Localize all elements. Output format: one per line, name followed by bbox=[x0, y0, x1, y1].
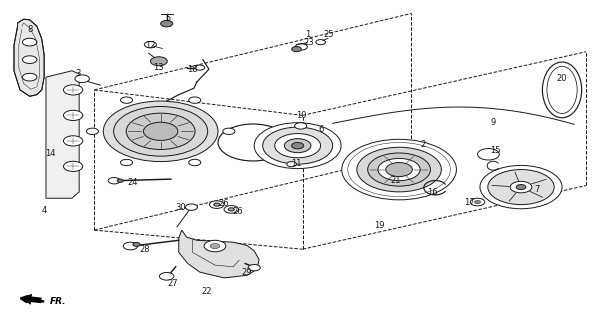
Circle shape bbox=[510, 181, 532, 193]
Text: 21: 21 bbox=[391, 176, 401, 185]
Text: 20: 20 bbox=[557, 74, 567, 83]
Text: 13: 13 bbox=[154, 63, 164, 72]
Circle shape bbox=[64, 136, 83, 146]
Circle shape bbox=[204, 240, 226, 252]
Circle shape bbox=[254, 123, 341, 169]
Circle shape bbox=[292, 47, 301, 52]
FancyArrowPatch shape bbox=[21, 296, 43, 302]
Circle shape bbox=[292, 142, 304, 149]
Circle shape bbox=[103, 101, 218, 162]
Text: 11: 11 bbox=[291, 159, 302, 168]
Circle shape bbox=[287, 162, 296, 167]
Circle shape bbox=[295, 123, 307, 129]
Circle shape bbox=[195, 65, 204, 70]
Text: 6: 6 bbox=[318, 125, 323, 134]
Circle shape bbox=[488, 170, 554, 204]
Circle shape bbox=[123, 242, 138, 250]
Circle shape bbox=[210, 244, 220, 249]
Circle shape bbox=[284, 139, 311, 153]
Text: 24: 24 bbox=[127, 178, 137, 187]
Text: 15: 15 bbox=[491, 146, 501, 155]
FancyArrowPatch shape bbox=[21, 294, 42, 305]
Circle shape bbox=[357, 147, 441, 192]
Text: 19: 19 bbox=[374, 221, 385, 230]
Circle shape bbox=[480, 165, 562, 209]
Circle shape bbox=[189, 159, 201, 166]
Text: 14: 14 bbox=[45, 149, 56, 158]
Text: 2: 2 bbox=[420, 140, 426, 148]
Text: 27: 27 bbox=[168, 279, 178, 288]
Circle shape bbox=[22, 73, 37, 81]
Circle shape bbox=[228, 208, 234, 211]
Circle shape bbox=[263, 127, 333, 164]
Text: 16: 16 bbox=[427, 188, 437, 197]
Circle shape bbox=[22, 38, 37, 46]
Circle shape bbox=[342, 139, 456, 200]
Circle shape bbox=[143, 122, 178, 140]
Text: FR.: FR. bbox=[50, 297, 67, 306]
Circle shape bbox=[108, 178, 120, 184]
Circle shape bbox=[474, 200, 480, 204]
Circle shape bbox=[218, 124, 288, 161]
Circle shape bbox=[117, 179, 123, 182]
Polygon shape bbox=[178, 230, 259, 278]
Text: 10: 10 bbox=[296, 111, 307, 120]
Circle shape bbox=[120, 97, 132, 103]
Circle shape bbox=[133, 243, 140, 246]
Circle shape bbox=[160, 272, 174, 280]
Circle shape bbox=[386, 163, 413, 177]
Circle shape bbox=[223, 128, 235, 134]
Text: 8: 8 bbox=[27, 25, 32, 34]
Text: 5: 5 bbox=[166, 14, 171, 23]
Circle shape bbox=[185, 204, 197, 210]
Text: 26: 26 bbox=[232, 207, 243, 216]
Text: 29: 29 bbox=[242, 268, 252, 277]
Circle shape bbox=[516, 185, 526, 190]
Circle shape bbox=[348, 142, 450, 197]
Circle shape bbox=[275, 133, 321, 158]
Text: 12: 12 bbox=[145, 41, 155, 50]
Circle shape bbox=[64, 85, 83, 95]
Circle shape bbox=[87, 128, 99, 134]
Circle shape bbox=[477, 148, 499, 160]
Circle shape bbox=[295, 44, 307, 50]
Circle shape bbox=[316, 40, 325, 45]
Text: 1: 1 bbox=[305, 30, 310, 39]
Polygon shape bbox=[14, 19, 44, 96]
Circle shape bbox=[120, 159, 132, 166]
Circle shape bbox=[126, 113, 195, 149]
Circle shape bbox=[378, 158, 420, 181]
Circle shape bbox=[209, 201, 224, 208]
Circle shape bbox=[470, 198, 485, 206]
Polygon shape bbox=[46, 71, 79, 198]
Circle shape bbox=[368, 153, 431, 186]
Text: 28: 28 bbox=[139, 245, 149, 254]
Circle shape bbox=[22, 56, 37, 63]
Circle shape bbox=[224, 205, 238, 213]
Text: 25: 25 bbox=[323, 30, 334, 39]
Text: 23: 23 bbox=[303, 38, 314, 47]
Circle shape bbox=[248, 265, 260, 271]
Circle shape bbox=[114, 107, 208, 156]
Circle shape bbox=[75, 75, 90, 83]
Ellipse shape bbox=[547, 66, 577, 114]
Circle shape bbox=[64, 161, 83, 172]
Circle shape bbox=[214, 203, 220, 206]
Text: 4: 4 bbox=[42, 206, 47, 215]
Circle shape bbox=[161, 20, 172, 27]
Text: 30: 30 bbox=[175, 203, 186, 212]
Circle shape bbox=[145, 42, 157, 48]
Text: 18: 18 bbox=[188, 65, 198, 74]
Text: 26: 26 bbox=[219, 198, 229, 207]
Ellipse shape bbox=[543, 62, 581, 118]
Text: 7: 7 bbox=[534, 185, 540, 194]
Text: 22: 22 bbox=[202, 287, 212, 296]
Circle shape bbox=[189, 97, 201, 103]
Text: 3: 3 bbox=[75, 69, 80, 78]
Text: 9: 9 bbox=[490, 118, 495, 127]
Circle shape bbox=[64, 110, 83, 121]
Text: 17: 17 bbox=[464, 197, 474, 206]
Circle shape bbox=[151, 57, 168, 66]
